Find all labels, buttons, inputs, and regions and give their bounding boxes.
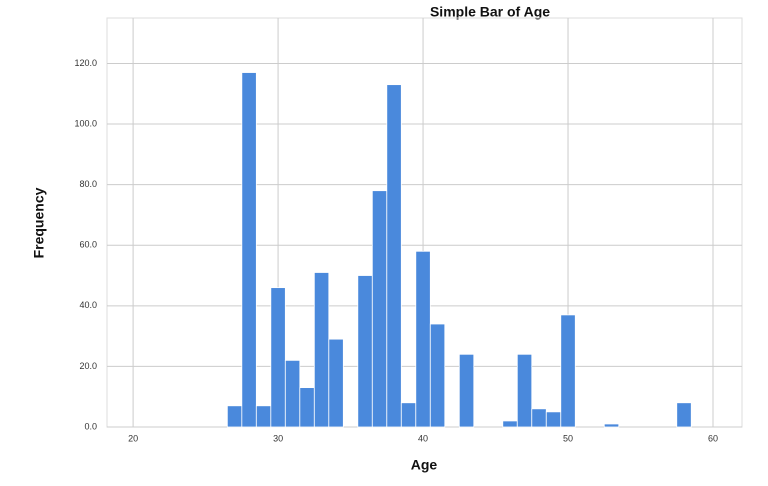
bar <box>676 402 692 428</box>
bar <box>400 402 417 428</box>
chart-title: Simple Bar of Age <box>430 4 550 20</box>
bar <box>241 72 257 428</box>
y-axis-title: Frequency <box>31 187 47 258</box>
y-tick-label: 120.0 <box>74 58 97 68</box>
bar <box>516 353 533 428</box>
bar <box>226 405 243 428</box>
bar <box>415 250 431 428</box>
bar <box>357 275 373 428</box>
y-tick-label: 40.0 <box>79 300 97 310</box>
bar <box>284 359 301 428</box>
bar <box>429 323 446 428</box>
y-tick-label: 60.0 <box>79 240 97 250</box>
x-tick-label: 40 <box>418 433 428 443</box>
bar <box>313 272 330 428</box>
y-tick-label: 100.0 <box>74 118 97 128</box>
bar <box>255 405 272 428</box>
y-tick-label: 0.0 <box>84 421 97 431</box>
y-tick-label: 20.0 <box>79 361 97 371</box>
bar <box>299 387 315 428</box>
bar <box>502 420 518 428</box>
x-tick-label: 60 <box>708 433 718 443</box>
bar <box>386 84 402 428</box>
bar <box>531 408 547 428</box>
x-tick-label: 50 <box>563 433 573 443</box>
bar <box>603 423 620 428</box>
y-tick-label: 80.0 <box>79 179 97 189</box>
x-tick-label: 20 <box>128 433 138 443</box>
bar <box>328 338 344 428</box>
bar <box>458 353 475 428</box>
bar <box>270 287 286 428</box>
bar <box>371 190 388 428</box>
x-axis-title: Age <box>411 457 438 473</box>
bar <box>560 314 576 428</box>
x-tick-label: 30 <box>273 433 283 443</box>
bar <box>545 411 562 428</box>
